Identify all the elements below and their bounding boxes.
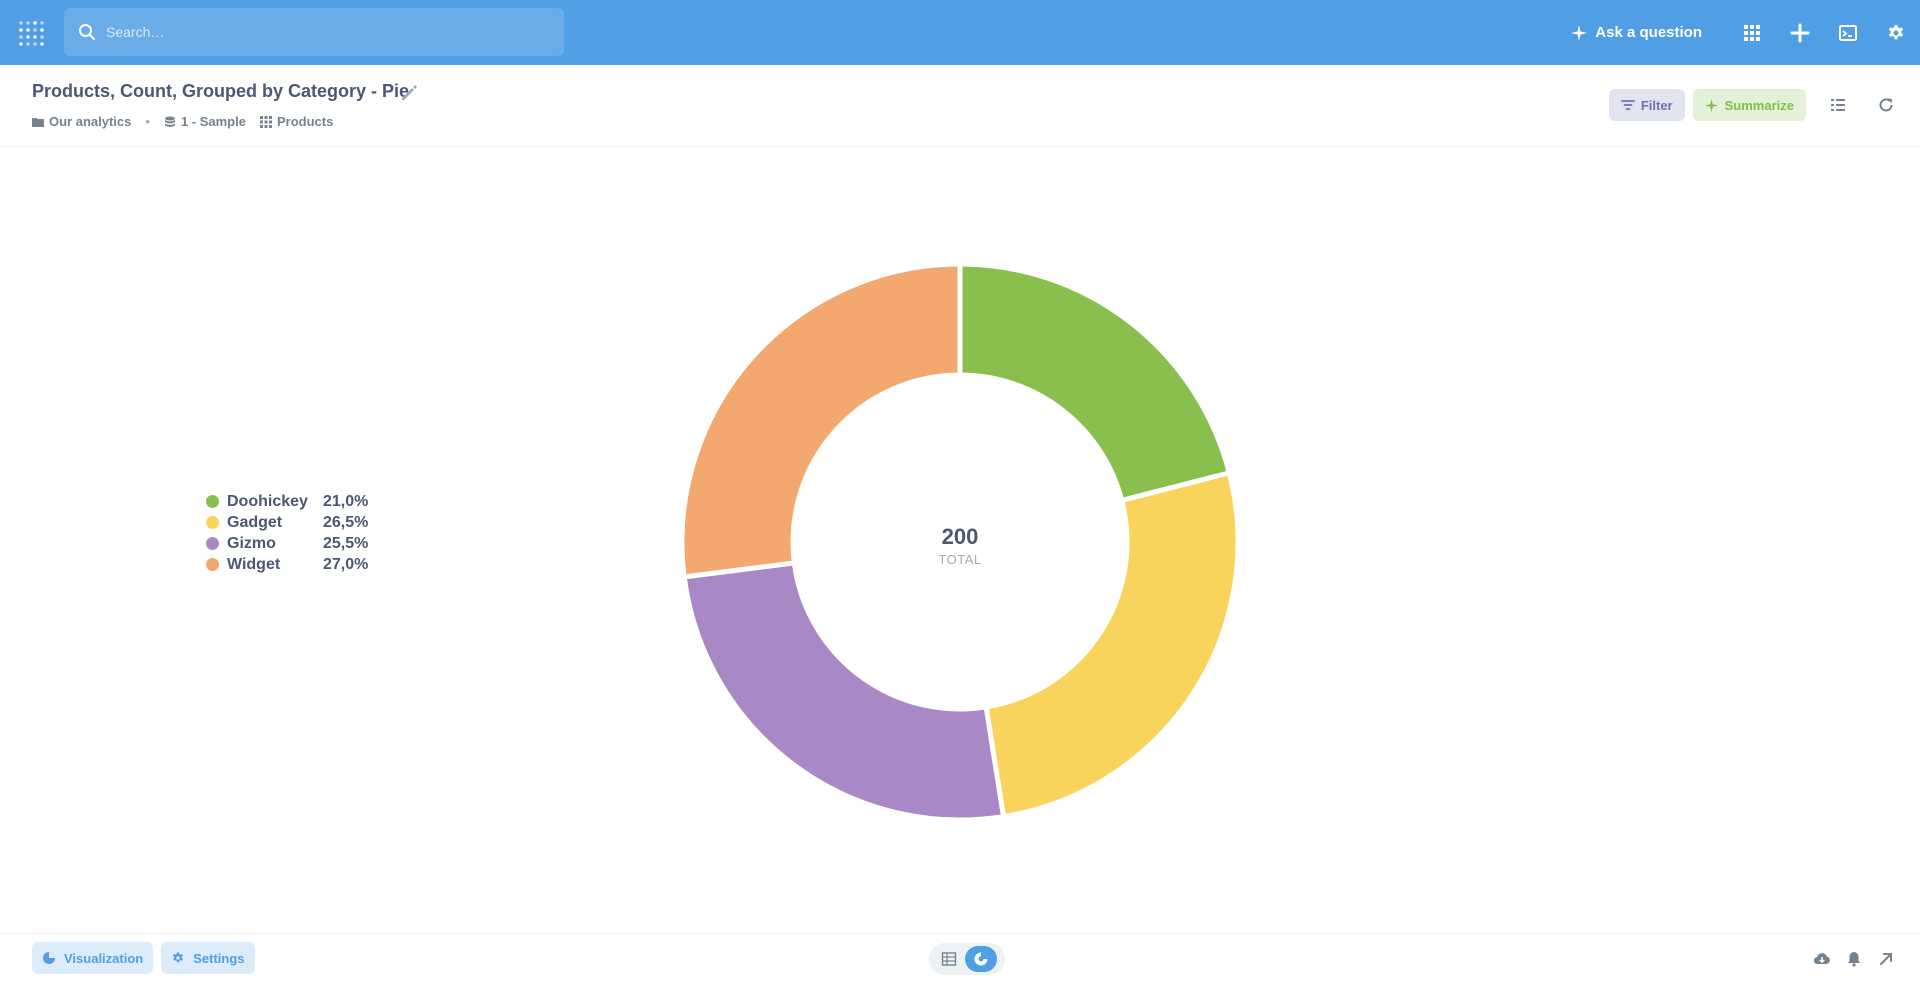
legend-dot <box>206 537 219 550</box>
legend-item[interactable]: Widget 27,0% <box>206 554 383 575</box>
metabase-logo[interactable] <box>18 20 46 46</box>
pie-slice-doohickey[interactable] <box>957 261 1233 504</box>
breadcrumb-collection[interactable]: Our analytics <box>32 114 131 129</box>
filter-label: Filter <box>1640 97 1673 113</box>
search-bar[interactable] <box>64 8 564 56</box>
nav-actions: Ask a question <box>1571 0 1920 65</box>
breadcrumb: Our analytics • 1 - Sample Products <box>32 114 333 129</box>
gear-icon <box>1888 24 1904 39</box>
refresh-icon <box>1879 98 1893 112</box>
pie-chart-icon <box>43 952 55 964</box>
alert-button[interactable] <box>1838 943 1870 975</box>
legend-dot <box>206 516 219 529</box>
total-value: 200 <box>942 524 979 549</box>
pie-chart-icon <box>974 952 988 966</box>
bell-icon <box>1848 952 1860 967</box>
sparkle-icon <box>1704 98 1718 112</box>
visualization-area: Doohickey 21,0% Gadget 26,5% Gizmo 25,5%… <box>0 147 1920 933</box>
breadcrumb-separator: • <box>145 114 150 129</box>
grid-icon <box>1744 24 1760 41</box>
cloud-download-icon <box>1813 953 1830 965</box>
legend-dot <box>206 495 219 508</box>
question-header: Products, Count, Grouped by Category - P… <box>0 65 1920 147</box>
breadcrumb-database-label: 1 - Sample <box>180 114 246 129</box>
breadcrumb-table[interactable]: Products <box>259 114 334 129</box>
pie-slice-gizmo[interactable] <box>681 560 1007 823</box>
arrow-up-right-icon <box>1880 953 1892 965</box>
pie-slice-widget[interactable] <box>679 261 963 580</box>
terminal-icon <box>1839 24 1857 41</box>
legend-item[interactable]: Gizmo 25,5% <box>206 533 383 554</box>
visualization-label: Visualization <box>64 950 144 966</box>
database-icon <box>164 116 175 127</box>
pencil-icon[interactable] <box>398 82 420 104</box>
breadcrumb-table-label: Products <box>276 114 334 129</box>
donut-chart: 200 TOTAL <box>679 261 1241 823</box>
page-title[interactable]: Products, Count, Grouped by Category - P… <box>32 81 410 101</box>
legend-label: Doohickey <box>227 492 308 510</box>
download-button[interactable] <box>1806 943 1838 975</box>
settings-label: Settings <box>193 950 245 966</box>
chart-legend: Doohickey 21,0% Gadget 26,5% Gizmo 25,5%… <box>206 491 383 575</box>
sparkle-icon <box>1571 24 1588 41</box>
folder-icon <box>32 117 44 127</box>
refresh-button[interactable] <box>1870 89 1902 121</box>
chart-view-toggle[interactable] <box>965 946 997 972</box>
footer-left: Visualization Settings <box>32 942 263 974</box>
settings-toggle-button[interactable]: Settings <box>161 942 255 974</box>
footer-right <box>1806 943 1902 975</box>
legend-label: Gizmo <box>227 534 276 552</box>
legend-label: Gadget <box>227 513 283 531</box>
legend-item[interactable]: Gadget 26,5% <box>206 512 383 533</box>
new-button[interactable] <box>1776 9 1824 57</box>
settings-button[interactable] <box>1872 9 1920 57</box>
top-nav: Ask a question <box>0 0 1920 65</box>
plus-icon <box>1790 23 1810 42</box>
list-icon <box>1831 99 1845 111</box>
share-button[interactable] <box>1870 943 1902 975</box>
search-input[interactable] <box>106 24 526 40</box>
breadcrumb-collection-label: Our analytics <box>49 114 132 129</box>
legend-percent: 25,5% <box>323 534 369 552</box>
header-actions: Filter Summarize <box>1608 89 1902 121</box>
ask-question-button[interactable]: Ask a question <box>1571 24 1702 41</box>
visualization-button[interactable]: Visualization <box>32 942 154 974</box>
legend-item[interactable]: Doohickey 21,0% <box>206 491 383 512</box>
apps-button[interactable] <box>1728 9 1776 57</box>
pie-slice-gadget[interactable] <box>983 469 1241 820</box>
footer-bar: Visualization Settings <box>0 933 1920 982</box>
notebook-toggle-button[interactable] <box>1822 89 1854 121</box>
breadcrumb-database[interactable]: 1 - Sample <box>164 114 246 129</box>
ask-question-label: Ask a question <box>1595 24 1702 41</box>
gear-icon <box>173 952 184 963</box>
summarize-button[interactable]: Summarize <box>1692 89 1806 121</box>
table-icon <box>941 952 957 966</box>
legend-dot <box>206 558 219 571</box>
table-grid-icon <box>259 115 272 128</box>
view-toggle <box>929 943 1005 975</box>
legend-percent: 26,5% <box>323 513 369 531</box>
total-label: TOTAL <box>938 552 981 567</box>
legend-label: Widget <box>227 555 281 573</box>
filter-button[interactable]: Filter <box>1608 89 1685 121</box>
table-view-toggle[interactable] <box>933 946 965 972</box>
search-icon <box>79 24 95 40</box>
filter-icon <box>1620 100 1635 110</box>
summarize-label: Summarize <box>1724 97 1794 113</box>
legend-percent: 27,0% <box>323 555 369 573</box>
sql-editor-button[interactable] <box>1824 9 1872 57</box>
legend-percent: 21,0% <box>323 492 369 510</box>
